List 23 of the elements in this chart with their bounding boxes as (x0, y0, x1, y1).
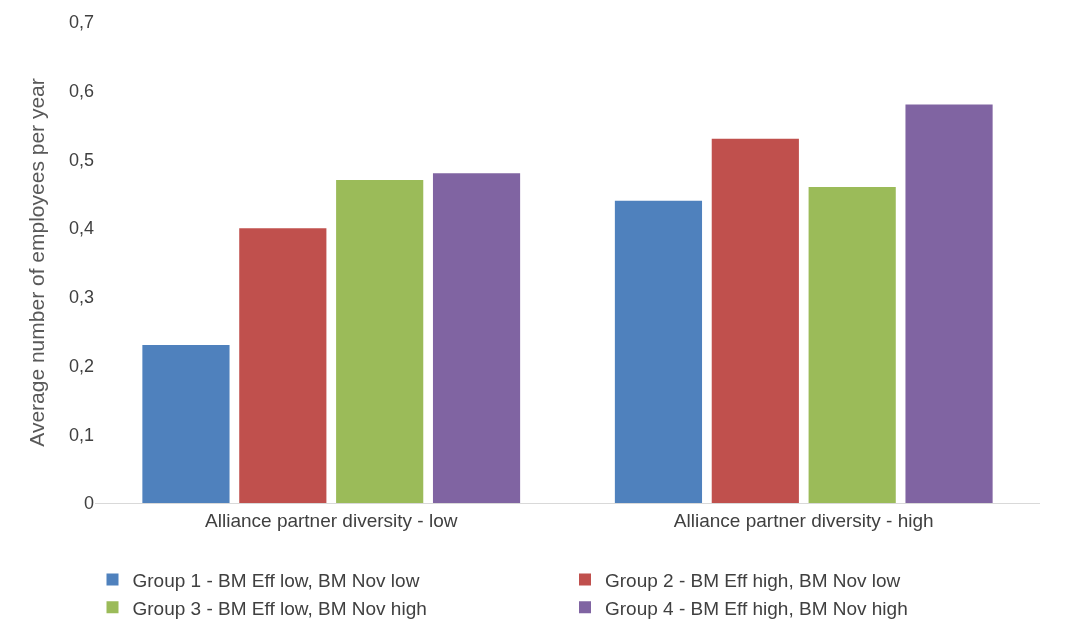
legend-label: Group 2 - BM Eff high, BM Nov low (605, 569, 901, 591)
y-tick-label: 0,7 (68, 12, 94, 33)
y-tick-label: 0 (83, 493, 94, 514)
bar (432, 173, 521, 503)
y-tick-label: 0,6 (68, 81, 94, 102)
y-tick-label: 0,1 (68, 424, 94, 445)
bar (336, 180, 424, 503)
bar (239, 228, 327, 503)
y-tick-label: 0,3 (68, 287, 94, 308)
bar (142, 344, 230, 503)
bar (614, 200, 703, 503)
y-tick-label: 0,2 (68, 355, 94, 376)
bar (905, 104, 993, 503)
y-tick-label: 0,5 (68, 149, 94, 170)
x-tick-label: Alliance partner diversity - high (673, 509, 934, 531)
legend-label: Group 1 - BM Eff low, BM Nov low (132, 569, 420, 591)
bar (711, 138, 799, 503)
bar (808, 186, 896, 503)
legend-label: Group 4 - BM Eff high, BM Nov high (605, 597, 908, 619)
y-tick-label: 0,4 (68, 218, 94, 239)
legend-label: Group 3 - BM Eff low, BM Nov high (132, 597, 427, 619)
y-axis-title: Average number of employees per year (25, 78, 49, 447)
x-tick-label: Alliance partner diversity - low (205, 509, 458, 531)
